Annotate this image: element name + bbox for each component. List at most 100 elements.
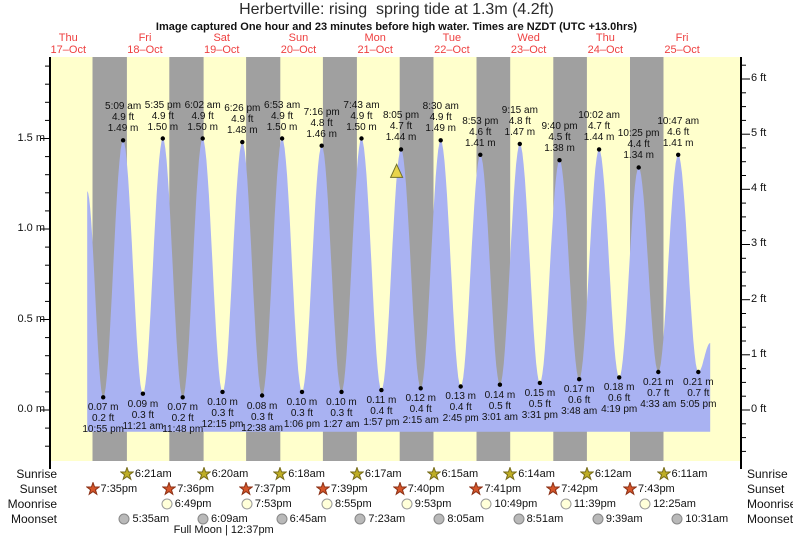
moonset-time: 6:45am (289, 513, 327, 525)
moonset-circle-icon (592, 513, 604, 525)
sunset-star-icon (162, 482, 177, 496)
low-tide-annotation: 0.09 m 0.3 ft 11:21 am (122, 398, 164, 432)
tide-extreme-dot (458, 384, 463, 389)
sunset-event: 7:41pm (469, 482, 521, 496)
low-tide-annotation: 0.10 m 0.3 ft 1:06 pm (283, 396, 321, 430)
sunrise-star-icon (656, 467, 671, 481)
y-axis-label-ft: 2 ft (751, 292, 767, 305)
day-label: Tue 22–Oct (434, 32, 469, 56)
low-tide-annotation: 0.18 m 0.6 ft 4:19 pm (601, 382, 638, 416)
moonrise-circle-icon (480, 498, 492, 510)
moonrise-event: 11:39pm (559, 497, 616, 511)
moonrise-time: 11:39pm (573, 498, 616, 510)
sunrise-label-left: Sunrise (16, 467, 57, 481)
tide-extreme-dot (120, 138, 126, 143)
tide-extreme-dot (617, 375, 622, 380)
day-date: 19–Oct (203, 44, 240, 56)
moonset-circle-icon (433, 513, 445, 525)
high-tide-annotation: 8:53 pm 4.6 ft 1.41 m (462, 115, 499, 149)
moonrise-circle-icon (560, 498, 572, 510)
day-label: Mon 21–Oct (357, 32, 392, 56)
moonrise-label-right: Moonrise (747, 497, 793, 511)
y-axis-label-m: 1.5 m (17, 131, 45, 144)
day-label: Wed 23–Oct (511, 32, 546, 56)
day-name: Fri (675, 32, 689, 44)
sunrise-event: 6:15am (426, 467, 479, 481)
moonrise-time: 12:25am (653, 498, 696, 510)
low-tide-annotation: 0.10 m 0.3 ft 12:15 pm (201, 396, 244, 430)
moonrise-time: 10:49pm (494, 498, 538, 510)
sunrise-event: 6:20am (196, 467, 249, 481)
tide-extreme-dot (200, 136, 205, 141)
sunset-event: 7:42pm (546, 482, 598, 496)
day-label: Fri 25–Oct (664, 32, 699, 56)
sunrise-star-icon (196, 467, 211, 481)
high-tide-annotation: 6:26 pm 4.9 ft 1.48 m (224, 103, 261, 137)
sunrise-event: 6:14am (503, 467, 555, 481)
day-name: Mon (364, 32, 386, 44)
sunrise-event: 6:21am (119, 467, 172, 481)
day-name: Sun (288, 32, 309, 44)
tide-extreme-dot (140, 391, 146, 396)
low-tide-annotation: 0.13 m 0.4 ft 2:45 pm (442, 391, 479, 425)
tide-extreme-dot (478, 152, 483, 157)
day-date: 17–Oct (50, 44, 86, 56)
sunrise-event: 6:18am (273, 467, 325, 481)
page-subtitle: Image captured One hour and 23 minutes b… (155, 21, 638, 33)
moonrise-event: 10:49pm (479, 497, 537, 511)
low-tide-annotation: 0.07 m 0.2 ft 11:48 pm (162, 402, 204, 436)
moonset-time: 8:51am (526, 513, 564, 525)
y-axis-label-m: 0.5 m (17, 312, 45, 325)
sunrise-time: 6:20am (211, 468, 249, 480)
moonrise-event: 6:49pm (160, 497, 212, 511)
sunset-star-icon (623, 482, 638, 496)
high-tide-annotation: 7:43 am 4.9 ft 1.50 m (343, 99, 380, 133)
sunrise-label-right: Sunrise (747, 467, 788, 481)
tide-extreme-dot (676, 152, 681, 157)
sunset-star-icon (392, 482, 407, 496)
day-name: Thu (595, 32, 615, 44)
moonset-time: 6:09am (211, 513, 248, 525)
day-date: 21–Oct (357, 44, 393, 56)
sunset-star-icon (315, 482, 330, 496)
tide-extreme-dot (438, 138, 443, 143)
sunrise-star-icon (426, 467, 441, 481)
day-date: 24–Oct (587, 44, 624, 56)
y-axis-label-ft: 3 ft (751, 237, 767, 250)
sunset-event: 7:43pm (623, 482, 675, 496)
y-axis-label-m: 0.0 m (17, 403, 45, 415)
day-label: Fri 18–Oct (127, 32, 162, 56)
moonrise-time: 6:49pm (174, 498, 212, 510)
sunset-time: 7:39pm (330, 483, 368, 495)
day-date: 25–Oct (664, 44, 700, 56)
sunrise-star-icon (503, 467, 518, 481)
sunrise-event: 6:11am (656, 467, 707, 481)
full-moon-label: Full Moon | 12:37pm (173, 524, 274, 536)
day-name: Wed (517, 32, 540, 44)
sunrise-time: 6:15am (441, 468, 479, 480)
y-axis-label-ft: 1 ft (751, 347, 767, 360)
y-axis-label-ft: 5 ft (751, 127, 767, 140)
moonset-circle-icon (276, 513, 288, 525)
tide-extreme-dot (418, 386, 423, 391)
y-axis-label-ft: 6 ft (751, 71, 767, 84)
day-label: Thu 24–Oct (588, 32, 623, 56)
moonrise-time: 8:55pm (334, 498, 372, 510)
high-tide-annotation: 10:47 am 4.6 ft 1.41 m (657, 115, 700, 149)
day-name: Sat (213, 32, 230, 44)
sunrise-event: 6:17am (349, 467, 402, 481)
low-tide-annotation: 0.07 m 0.2 ft 10:55 pm (82, 402, 125, 436)
current-time-marker-icon (389, 163, 404, 178)
low-tide-annotation: 0.11 m 0.4 ft 1:57 pm (363, 395, 400, 429)
tide-extreme-dot (240, 139, 245, 145)
day-date: 23–Oct (510, 44, 547, 56)
tide-extreme-dot (537, 380, 543, 386)
low-tide-annotation: 0.15 m 0.5 ft 3:31 pm (521, 387, 558, 421)
day-date: 22–Oct (434, 44, 470, 56)
low-tide-annotation: 0.14 m 0.5 ft 3:01 am (481, 389, 518, 423)
tide-extreme-dot (299, 389, 305, 395)
high-tide-annotation: 6:53 am 4.9 ft 1.50 m (264, 99, 301, 133)
tide-extreme-dot (696, 369, 701, 375)
